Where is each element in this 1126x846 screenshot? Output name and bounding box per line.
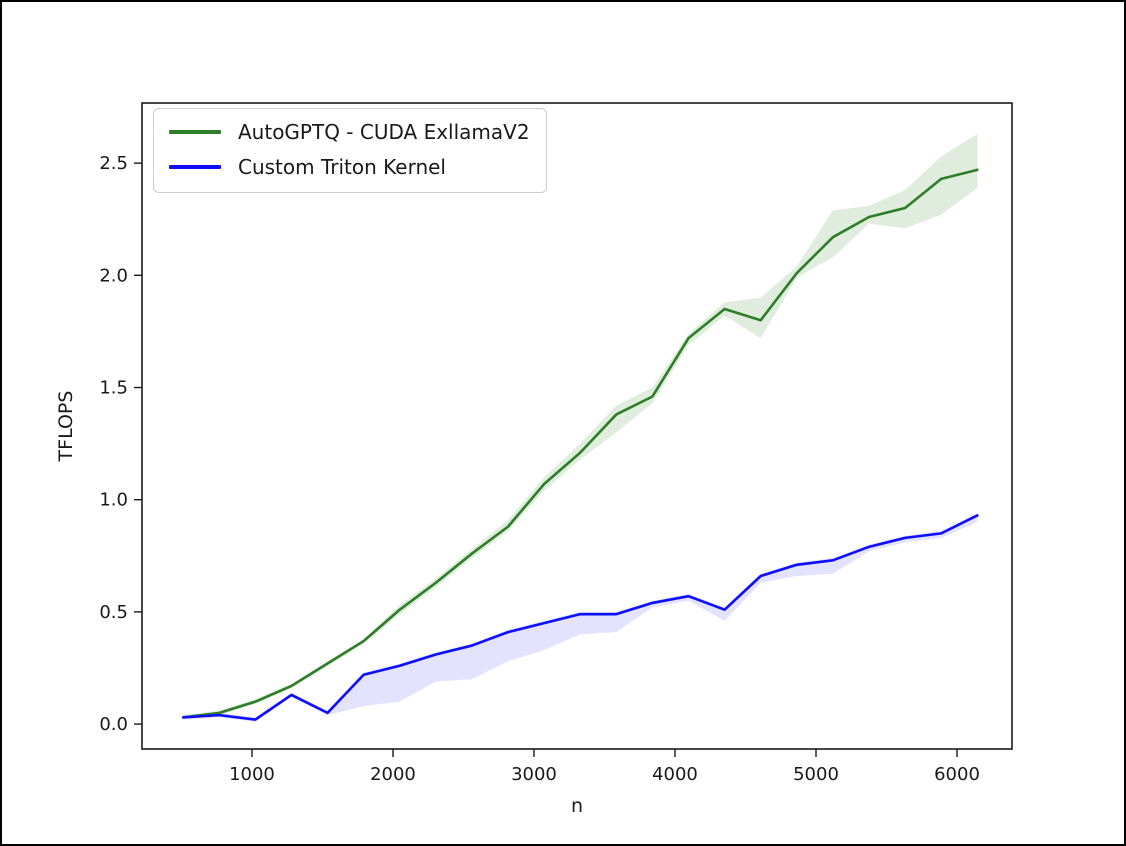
legend: AutoGPTQ - CUDA ExllamaV2 Custom Triton … (153, 108, 547, 193)
x-axis-ticks: 1000 2000 3000 4000 5000 6000 (229, 749, 980, 785)
x-tick-label: 5000 (793, 764, 839, 785)
x-tick-label: 3000 (511, 764, 557, 785)
y-tick-label: 2.5 (99, 153, 128, 174)
legend-label-autogptq: AutoGPTQ - CUDA ExllamaV2 (238, 120, 530, 144)
legend-label-triton: Custom Triton Kernel (238, 155, 446, 179)
legend-entry-autogptq: AutoGPTQ - CUDA ExllamaV2 (169, 119, 530, 145)
y-tick-label: 0.5 (99, 602, 128, 623)
y-axis-label: TFLOPS (55, 391, 77, 463)
y-tick-label: 0.0 (99, 714, 128, 735)
plot-area (141, 102, 1013, 750)
series-line-1 (181, 514, 979, 721)
y-tick-label: 2.0 (99, 265, 128, 286)
series-line-0 (181, 168, 979, 719)
x-tick-label: 1000 (229, 764, 275, 785)
x-tick-label: 6000 (934, 764, 980, 785)
x-axis-label: n (571, 795, 583, 817)
series-band-1 (183, 513, 978, 722)
y-axis-ticks: 0.0 0.5 1.0 1.5 2.0 2.5 (99, 153, 142, 735)
x-tick-label: 4000 (652, 764, 698, 785)
y-tick-label: 1.0 (99, 490, 128, 511)
legend-line-sample-green (169, 130, 221, 134)
x-tick-label: 2000 (370, 764, 416, 785)
legend-line-sample-blue (169, 165, 221, 169)
series-layer (181, 168, 979, 721)
y-tick-label: 1.5 (99, 378, 128, 399)
legend-entry-triton: Custom Triton Kernel (169, 154, 530, 180)
